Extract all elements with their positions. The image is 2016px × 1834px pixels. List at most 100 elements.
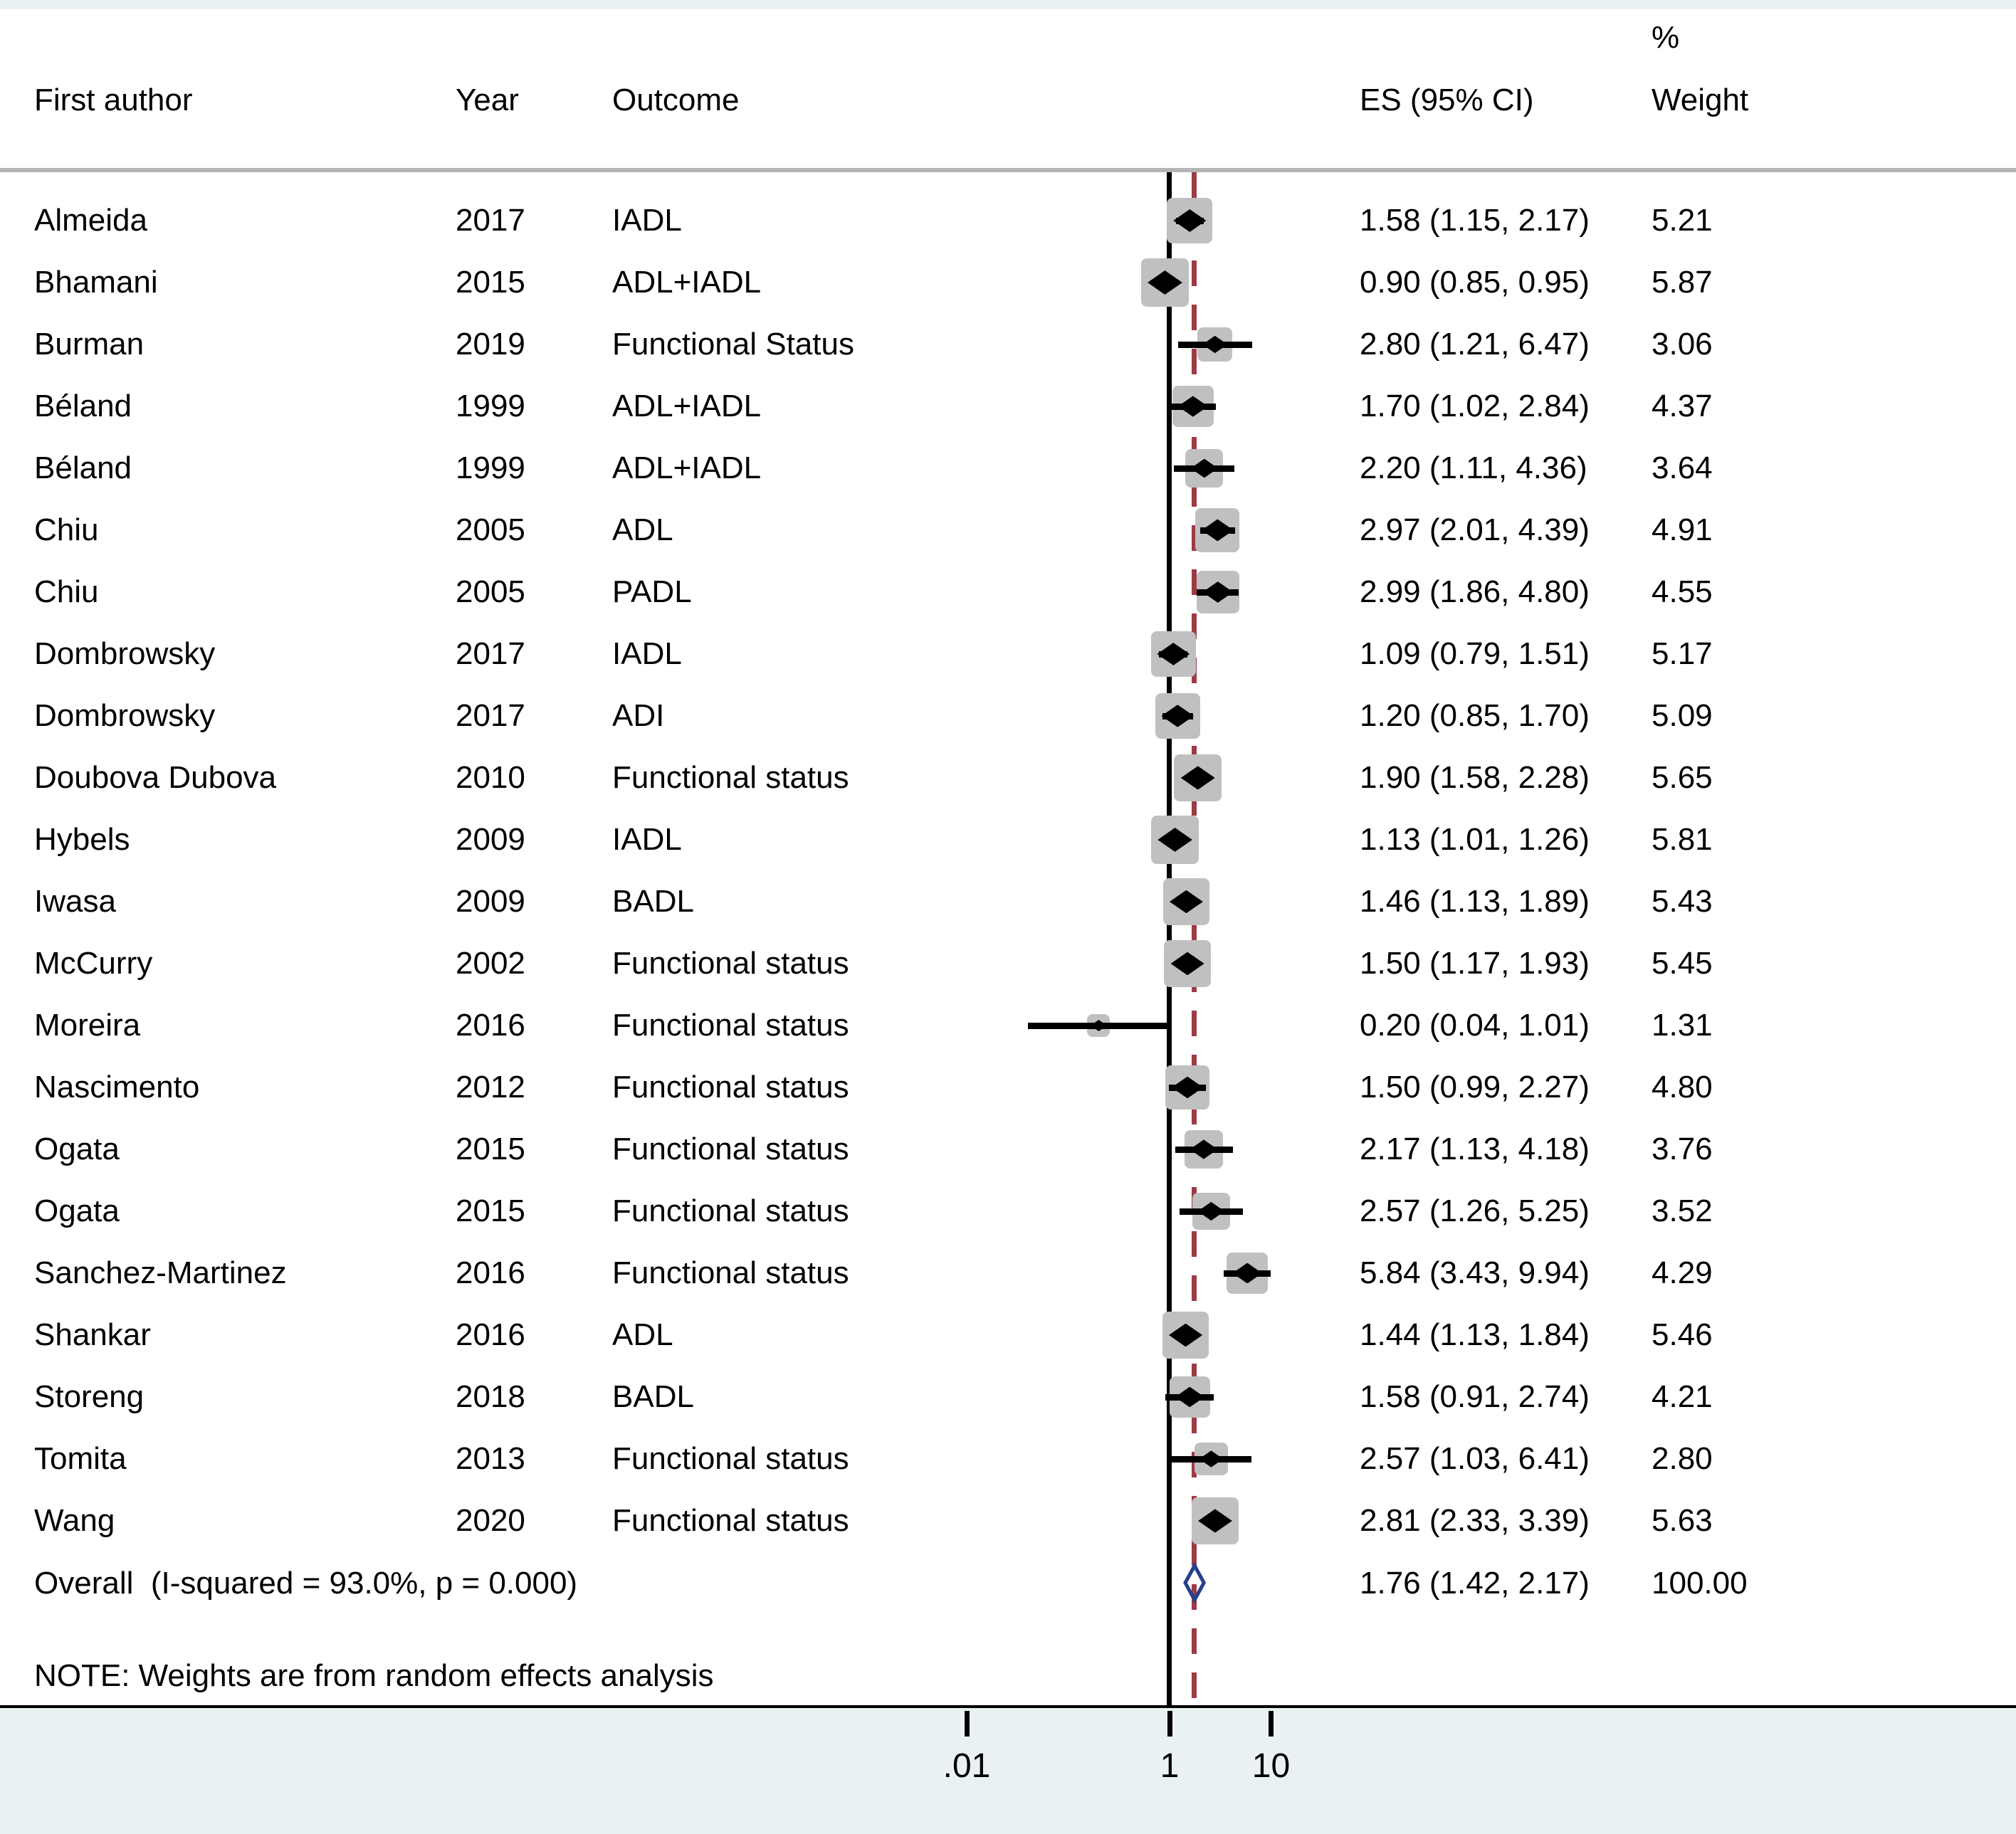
outcome-cell: ADL+IADL [612,265,762,300]
es-ci-cell: 2.57 (1.26, 5.25) [1360,1193,1590,1228]
es-ci-cell: 1.46 (1.13, 1.89) [1360,884,1590,919]
outcome-cell: Functional status [612,946,849,981]
year-cell: 2009 [456,822,525,857]
weight-cell: 4.55 [1652,574,1713,609]
x-tick-label: .01 [943,1747,991,1785]
author-cell: Béland [34,389,132,423]
outcome-cell: Functional Status [612,327,854,362]
null-effect-line [1167,172,1172,1705]
es-ci-cell: 1.20 (0.85, 1.70) [1360,698,1590,733]
author-cell: Ogata [34,1193,120,1228]
overall-weight-value: 100.00 [1652,1566,1748,1601]
pooled-estimate-dashed-line [1192,172,1197,1705]
x-tick [1167,1711,1172,1736]
author-cell: Dombrowsky [34,636,216,671]
es-ci-cell: 1.90 (1.58, 2.28) [1360,760,1590,795]
year-cell: 2017 [456,203,525,238]
weight-cell: 4.29 [1652,1255,1713,1290]
outcome-cell: Functional status [612,1255,849,1290]
year-cell: 2010 [456,760,525,795]
outcome-cell: IADL [612,822,682,857]
outcome-cell: ADL+IADL [612,389,762,423]
outcome-cell: Functional status [612,760,849,795]
author-cell: Shankar [34,1317,151,1352]
outcome-cell: Functional status [612,1070,849,1105]
outcome-cell: IADL [612,636,682,671]
x-tick [964,1711,970,1736]
author-cell: Chiu [34,512,99,547]
outcome-cell: PADL [612,574,692,609]
author-cell: Moreira [34,1008,141,1043]
author-cell: Wang [34,1503,115,1538]
year-cell: 2005 [456,512,525,547]
bottom-margin-band [0,1708,2016,1834]
year-cell: 2015 [456,1193,525,1228]
es-ci-cell: 2.99 (1.86, 4.80) [1360,574,1590,609]
es-ci-cell: 0.90 (0.85, 0.95) [1360,265,1590,300]
col-header-weight-percent-sign: % [1652,20,1680,55]
year-cell: 2020 [456,1503,525,1538]
weight-cell: 2.80 [1652,1441,1713,1476]
weight-cell: 4.91 [1652,512,1713,547]
weight-cell: 5.09 [1652,698,1713,733]
es-ci-cell: 2.81 (2.33, 3.39) [1360,1503,1590,1538]
author-cell: Burman [34,327,145,362]
es-ci-cell: 1.58 (0.91, 2.74) [1360,1379,1590,1414]
pooled-diamond [1182,1561,1206,1604]
outcome-cell: Functional status [612,1132,849,1166]
es-ci-cell: 0.20 (0.04, 1.01) [1360,1008,1590,1043]
weight-cell: 3.06 [1652,327,1713,362]
author-cell: Tomita [34,1441,127,1476]
header-rule [0,168,2016,172]
author-cell: Nascimento [34,1070,200,1105]
year-cell: 1999 [456,450,525,485]
outcome-cell: IADL [612,203,682,238]
es-ci-cell: 2.97 (2.01, 4.39) [1360,512,1590,547]
weight-cell: 3.64 [1652,450,1713,485]
author-cell: Chiu [34,574,99,609]
author-cell: Hybels [34,822,130,857]
es-ci-cell: 2.17 (1.13, 4.18) [1360,1132,1590,1166]
point-estimate-diamond [1199,1450,1224,1467]
outcome-cell: ADI [612,698,665,733]
weight-cell: 4.21 [1652,1379,1713,1414]
weight-cell: 5.43 [1652,884,1713,919]
year-cell: 1999 [456,389,525,423]
es-ci-cell: 1.09 (0.79, 1.51) [1360,636,1590,671]
year-cell: 2012 [456,1070,525,1105]
top-margin-band [0,0,2016,9]
weight-cell: 5.63 [1652,1503,1713,1538]
es-ci-cell: 2.20 (1.11, 4.36) [1360,450,1587,485]
es-ci-cell: 2.57 (1.03, 6.41) [1360,1441,1590,1476]
col-header-first-author: First author [34,83,193,117]
author-cell: Béland [34,450,132,485]
weight-cell: 5.87 [1652,265,1713,300]
year-cell: 2013 [456,1441,525,1476]
year-cell: 2017 [456,636,525,671]
col-header-year: Year [456,83,519,117]
author-cell: Iwasa [34,884,116,919]
point-estimate-diamond [1090,1019,1107,1031]
author-cell: McCurry [34,946,153,981]
year-cell: 2002 [456,946,525,981]
es-ci-cell: 1.58 (1.15, 2.17) [1360,203,1590,238]
weight-cell: 5.46 [1652,1317,1713,1352]
outcome-cell: ADL [612,512,673,547]
year-cell: 2005 [456,574,525,609]
weight-cell: 5.65 [1652,760,1713,795]
weight-cell: 4.37 [1652,389,1713,423]
col-header-es-ci: ES (95% CI) [1360,83,1534,117]
year-cell: 2016 [456,1255,525,1290]
outcome-cell: BADL [612,1379,694,1414]
es-ci-cell: 1.50 (1.17, 1.93) [1360,946,1590,981]
es-ci-cell: 1.70 (1.02, 2.84) [1360,389,1590,423]
weight-cell: 5.17 [1652,636,1713,671]
col-header-outcome: Outcome [612,83,740,117]
author-cell: Ogata [34,1132,120,1166]
x-tick-label: 1 [1160,1747,1180,1785]
author-cell: Doubova Dubova [34,760,277,795]
weight-cell: 3.76 [1652,1132,1713,1166]
year-cell: 2016 [456,1317,525,1352]
weight-cell: 5.81 [1652,822,1713,857]
es-ci-cell: 2.80 (1.21, 6.47) [1360,327,1590,362]
